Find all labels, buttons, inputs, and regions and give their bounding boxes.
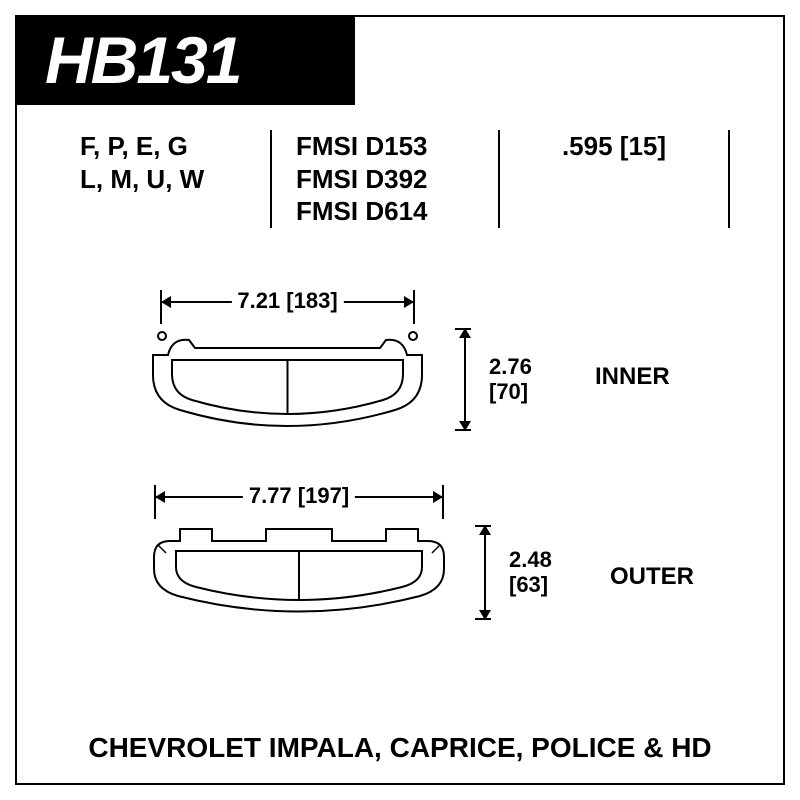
fmsi-line-3: FMSI D614 — [296, 195, 474, 228]
inner-height-inches: 2.76 — [489, 355, 532, 379]
inner-height-values: 2.76 [70] — [489, 355, 532, 403]
inner-width-dimension: 7.21 [183] — [150, 288, 425, 328]
outer-height-values: 2.48 [63] — [509, 548, 552, 596]
outer-width-value: 7.77 [197] — [243, 483, 355, 509]
spec-columns: F, P, E, G L, M, U, W FMSI D153 FMSI D39… — [0, 130, 800, 228]
inner-pad-block: 7.21 [183] 2.76 [70] INNER — [150, 288, 425, 438]
title-bar: HB131 — [15, 15, 355, 105]
outer-pad-svg — [150, 525, 448, 620]
part-number: HB131 — [45, 22, 240, 98]
inner-pad-shape — [150, 330, 425, 438]
application-footer: CHEVROLET IMPALA, CAPRICE, POLICE & HD — [0, 732, 800, 764]
inner-height-dimension: 2.76 [70] — [455, 328, 532, 431]
thickness-column: .595 [15] — [500, 130, 730, 228]
compounds-line-1: F, P, E, G — [80, 130, 270, 163]
spacer-column — [730, 130, 770, 228]
thickness-value: .595 [15] — [500, 130, 728, 163]
outer-height-arrow — [475, 525, 495, 620]
inner-width-value: 7.21 [183] — [231, 288, 343, 314]
inner-label: INNER — [595, 363, 670, 391]
outer-pad-shape — [150, 525, 448, 625]
fmsi-line-2: FMSI D392 — [296, 163, 474, 196]
compounds-column: F, P, E, G L, M, U, W — [80, 130, 270, 228]
diagram-area: 7.21 [183] 2.76 [70] INNER — [0, 268, 800, 710]
inner-pad-svg — [150, 330, 425, 433]
outer-label: OUTER — [610, 563, 694, 591]
inner-height-mm: [70] — [489, 380, 532, 404]
outer-height-inches: 2.48 — [509, 548, 552, 572]
fmsi-column: FMSI D153 FMSI D392 FMSI D614 — [270, 130, 500, 228]
outer-width-dimension: 7.77 [197] — [150, 483, 448, 523]
outer-height-mm: [63] — [509, 573, 552, 597]
outer-pad-block: 7.77 [197] 2.48 [63] OUTER — [150, 483, 448, 625]
compounds-line-2: L, M, U, W — [80, 163, 270, 196]
fmsi-line-1: FMSI D153 — [296, 130, 474, 163]
inner-height-arrow — [455, 328, 475, 431]
outer-height-dimension: 2.48 [63] — [475, 525, 552, 620]
